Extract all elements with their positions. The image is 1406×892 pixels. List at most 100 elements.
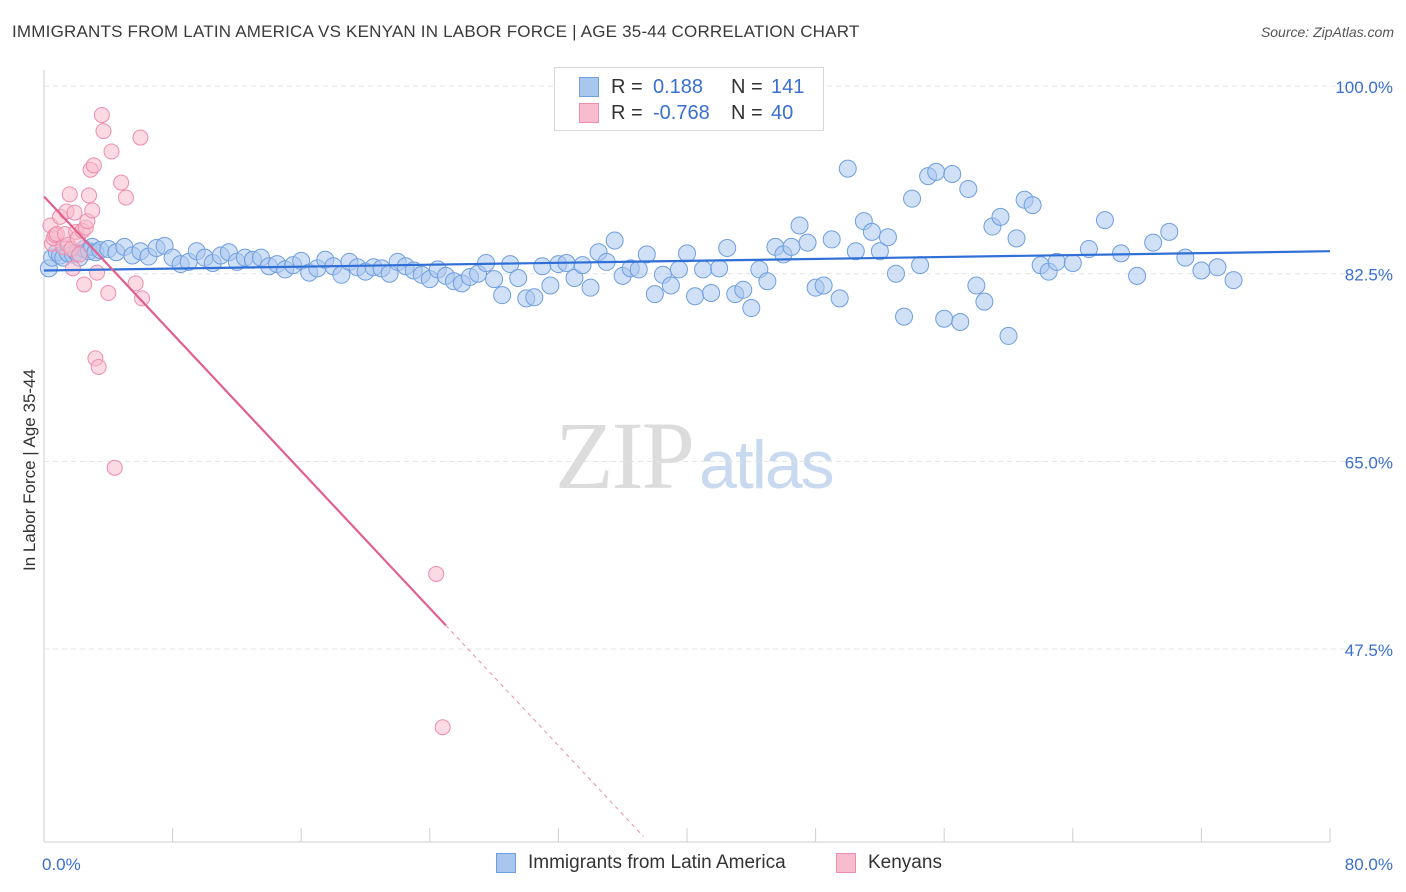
legend-item-latin[interactable]: Immigrants from Latin America [496,852,786,874]
stats-legend: R = 0.188 N = 141 R = -0.768 N = 40 [554,67,824,131]
point-latin [1023,196,1042,215]
point-latin [967,276,986,295]
point-latin [573,256,592,275]
point-latin [935,309,954,328]
point-latin [878,228,897,247]
point-latin [1007,229,1026,248]
y-tick-label: 100.0% [1335,78,1393,97]
point-latin [846,242,865,261]
r-value: 0.188 [653,75,704,98]
point-latin [1144,233,1163,252]
stats-legend-row-kenyan: R = -0.768 N = 40 [579,101,793,125]
point-latin [911,256,930,275]
point-kenyan [127,275,144,292]
point-kenyan [134,290,151,307]
point-latin [951,312,970,331]
r-value: -0.768 [653,101,710,124]
point-latin [533,257,552,276]
x-tick-label: 0.0% [42,855,81,874]
legend-item-kenyan[interactable]: Kenyans [836,852,942,874]
point-latin [661,276,680,295]
point-latin [943,165,962,184]
r-label: R = [611,101,643,124]
point-latin [822,230,841,249]
point-latin [734,280,753,299]
point-latin [525,288,544,307]
point-kenyan [76,276,93,293]
point-latin [999,326,1018,345]
point-kenyan [117,189,134,206]
point-latin [927,162,946,181]
point-kenyan [103,143,120,160]
point-latin [830,289,849,308]
point-latin [637,245,656,264]
point-latin [1079,240,1098,259]
n-label: N = [731,75,763,98]
n-value: 141 [771,75,805,98]
point-latin [1128,266,1147,285]
legend-swatch-kenyan [836,853,856,873]
point-kenyan [81,187,98,204]
stats-legend-row-latin: R = 0.188 N = 141 [579,75,804,99]
n-value: 40 [771,101,794,124]
point-latin [678,244,696,263]
y-tick-label: 47.5% [1345,641,1393,660]
point-latin [838,159,857,178]
watermark-atlas: atlas [699,427,835,503]
point-latin [814,276,833,295]
point-latin [1063,254,1082,272]
point-kenyan [64,260,81,277]
point-latin [1176,248,1195,267]
legend-label-latin: Immigrants from Latin America [528,852,786,873]
series-legend: Immigrants from Latin America Kenyans [0,852,1406,878]
point-latin [758,272,777,291]
point-latin [710,259,729,278]
point-latin [903,189,922,208]
point-kenyan [132,129,149,146]
point-latin [493,286,512,305]
trendline-latin [43,250,1331,272]
point-latin [782,237,801,256]
point-kenyan [90,359,107,376]
point-latin [629,260,648,279]
point-latin [959,180,978,199]
point-latin [509,269,528,288]
point-latin [485,270,504,289]
y-tick-label: 65.0% [1345,453,1393,472]
r-label: R = [611,75,643,98]
point-kenyan [71,246,88,263]
point-kenyan [95,123,112,140]
trendline-kenyan [43,195,447,627]
point-latin [862,222,881,241]
y-tick-label: 82.5% [1345,266,1393,285]
point-kenyan [85,157,102,174]
point-latin [1224,271,1243,290]
point-latin [742,299,761,318]
point-kenyan [428,565,445,582]
point-latin [870,242,889,261]
point-latin [694,260,713,279]
x-tick-label: 80.0% [1345,855,1393,874]
point-latin [886,264,905,283]
legend-swatch-latin [496,853,516,873]
point-latin [702,284,721,303]
watermark-zip: ZIP [555,402,695,509]
legend-swatch-kenyan [579,103,599,123]
point-latin [565,269,584,288]
point-latin [895,307,914,326]
n-label: N = [731,101,763,124]
point-latin [645,285,664,304]
point-latin [669,260,688,279]
point-latin [975,292,994,311]
point-latin [1192,261,1211,280]
point-latin [798,233,817,252]
watermark: ZIPatlas [555,400,835,511]
point-kenyan [106,459,123,476]
legend-swatch-latin [579,77,599,97]
legend-label-kenyan: Kenyans [868,852,942,873]
point-latin [1160,222,1179,241]
point-latin [581,278,600,297]
point-latin [686,287,705,306]
point-latin [790,216,809,235]
